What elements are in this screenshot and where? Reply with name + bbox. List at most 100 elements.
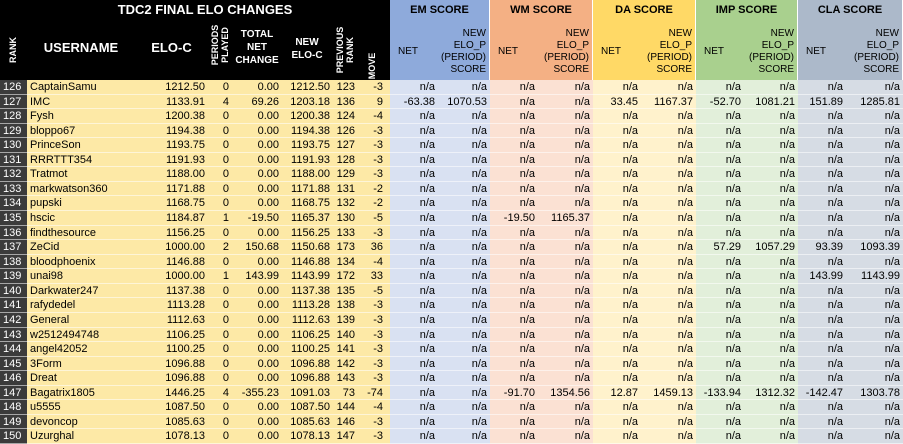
cell: n/a [846,211,903,226]
cell: 173 [333,240,358,255]
cell: 1193.75 [282,138,333,153]
cell: 0.00 [232,283,282,299]
cell: 130 [0,138,27,153]
cell: 150 [0,429,27,444]
cell: 33 [358,269,386,284]
gap-cell [386,181,390,197]
cell: -5 [358,211,386,226]
cell: -3 [358,298,386,313]
header-band [0,0,390,80]
cell: n/a [538,312,593,328]
cell: -4 [358,400,386,415]
cell: 0.00 [232,312,282,328]
cell: n/a [846,400,903,415]
cell: n/a [696,181,744,197]
cell: unai98 [27,269,135,284]
cell: 0.00 [232,327,282,343]
cell: n/a [390,211,438,226]
cell: 142 [0,312,27,328]
cell: n/a [641,283,696,299]
cell: n/a [641,298,696,313]
sub-header: NEW ELO_P (PERIOD) SCORE [854,28,899,75]
cell: 129 [0,123,27,139]
sub-header: NEW ELO_P (PERIOD) SCORE [544,28,589,75]
cell: n/a [490,400,538,415]
cell: n/a [593,109,641,124]
cell: 134 [0,196,27,212]
cell: n/a [846,196,903,212]
cell: 1446.25 [135,385,208,401]
cell: 0 [208,80,232,95]
cell: -5 [358,283,386,299]
cell: n/a [438,400,490,415]
cell: 0.00 [232,298,282,313]
cell: n/a [798,254,846,270]
gap-cell [386,385,390,401]
cell: 33.45 [593,94,641,110]
cell: n/a [593,138,641,153]
cell: Dreat [27,371,135,386]
cell: n/a [744,356,798,372]
cell: 9 [358,94,386,110]
cell: n/a [490,152,538,168]
cell: 1000.00 [135,269,208,284]
cell: n/a [696,269,744,284]
cell: 1200.38 [135,109,208,124]
cell: 151.89 [798,94,846,110]
cell: n/a [390,356,438,372]
cell: 1200.38 [282,109,333,124]
sub-header: NEW ELO_P (PERIOD) SCORE [749,28,794,75]
cell: n/a [390,400,438,415]
cell: Darkwater247 [27,283,135,299]
cell: n/a [438,269,490,284]
cell: 1133.91 [135,94,208,110]
cell: n/a [490,356,538,372]
cell: 0.00 [232,254,282,270]
cell: 1188.00 [135,167,208,182]
cell: n/a [744,80,798,95]
cell: 1 [208,211,232,226]
cell: 1146.88 [282,254,333,270]
cell: n/a [846,371,903,386]
cell: n/a [641,211,696,226]
cell: 0 [208,371,232,386]
column-header: MOVE [367,52,377,80]
cell: n/a [696,356,744,372]
cell: n/a [390,167,438,182]
cell: 1137.38 [135,283,208,299]
cell: 146 [0,371,27,386]
cell: 141 [333,342,358,357]
cell: bloodphoenix [27,254,135,270]
cell: 142 [333,356,358,372]
cell: 0 [208,152,232,168]
cell: n/a [438,371,490,386]
cell: n/a [538,138,593,153]
cell: 143 [0,327,27,343]
cell: n/a [798,167,846,182]
gap-cell [386,371,390,386]
cell: -355.23 [232,385,282,401]
cell: n/a [641,167,696,182]
cell: n/a [390,429,438,444]
cell: n/a [390,254,438,270]
cell: 127 [0,94,27,110]
cell: n/a [744,254,798,270]
cell: n/a [696,283,744,299]
cell: n/a [490,181,538,197]
cell: 138 [0,254,27,270]
cell: n/a [744,181,798,197]
cell: n/a [744,152,798,168]
cell: n/a [593,429,641,444]
cell: n/a [538,167,593,182]
cell: n/a [846,152,903,168]
cell: 1193.75 [135,138,208,153]
cell: n/a [390,312,438,328]
cell: 1171.88 [135,181,208,197]
cell: 1156.25 [135,225,208,241]
cell: n/a [593,240,641,255]
cell: n/a [696,254,744,270]
cell: 0.00 [232,414,282,430]
cell: n/a [538,283,593,299]
sub-header: NET [498,46,518,57]
cell: n/a [696,371,744,386]
